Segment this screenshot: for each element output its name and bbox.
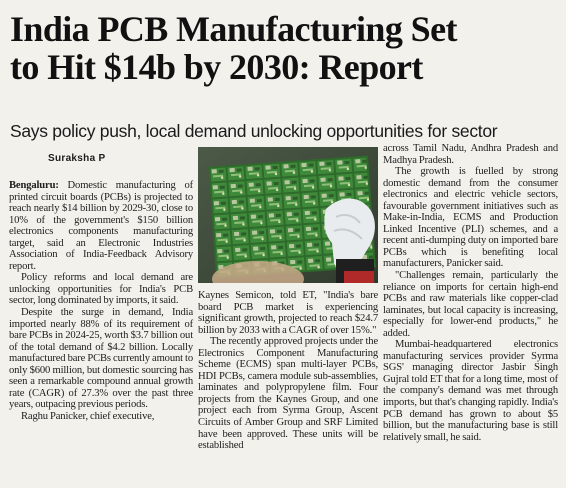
paragraph: Kaynes Semicon, told ET, "India's bare b… <box>198 290 378 336</box>
paragraph: across Tamil Nadu, Andhra Pradesh and Ma… <box>383 143 558 166</box>
article-column-2: Kaynes Semicon, told ET, "India's bare b… <box>198 290 378 452</box>
pcb-photo <box>198 147 378 283</box>
paragraph: Mumbai-headquartered electronics manufac… <box>383 339 558 443</box>
headline-line-1: India PCB Manufacturing Set <box>10 9 457 49</box>
paragraph: The growth is fuelled by strong domestic… <box>383 166 558 270</box>
headline: India PCB Manufacturing Set to Hit $14b … <box>10 10 558 86</box>
paragraph: Raghu Panicker, chief executive, <box>21 410 155 422</box>
headline-line-2: to Hit $14b by 2030: Report <box>10 47 423 87</box>
subheadline: Says policy push, local demand unlocking… <box>10 121 498 141</box>
dateline: Bengaluru: <box>9 180 59 191</box>
article-column-3: across Tamil Nadu, Andhra Pradesh and Ma… <box>383 143 558 443</box>
paragraph: Despite the surge in demand, India impor… <box>9 307 193 411</box>
paragraph-text: Domestic manufacturing of printed circui… <box>9 180 193 272</box>
byline: Suraksha P <box>48 153 106 164</box>
paragraph: Policy reforms and local demand are unlo… <box>9 272 193 307</box>
article-column-1: Bengaluru: Domestic manufacturing of pri… <box>9 180 193 422</box>
paragraph: The recently approved projects under the… <box>198 336 378 452</box>
paragraph: Bengaluru: Domestic manufacturing of pri… <box>9 180 193 272</box>
pcb-photo-icon <box>198 147 378 283</box>
paragraph: "Challenges remain, particularly the rel… <box>383 270 558 339</box>
